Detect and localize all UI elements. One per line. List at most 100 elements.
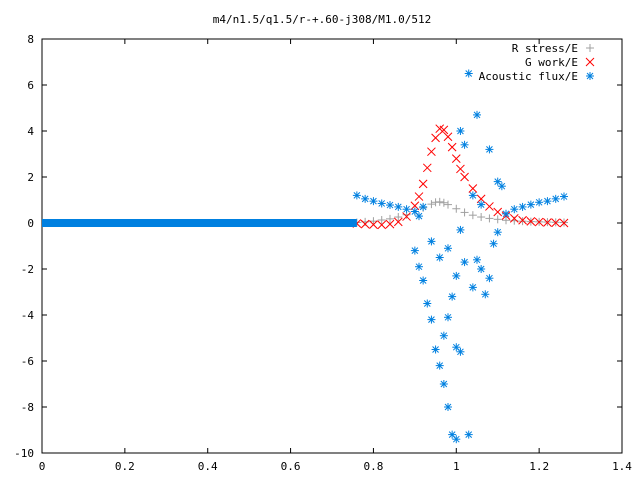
data-point	[551, 218, 561, 228]
y-tick-label: 8	[27, 33, 34, 46]
data-point	[402, 205, 411, 214]
data-point	[510, 205, 519, 214]
y-tick-label: -10	[14, 447, 34, 460]
data-point	[443, 132, 453, 142]
data-point	[502, 209, 510, 218]
data-point	[431, 133, 440, 143]
data-point	[473, 255, 481, 264]
series-4	[42, 219, 357, 227]
x-tick-label: 0.6	[281, 460, 301, 473]
plot-frame	[41, 38, 623, 454]
legend-marker	[585, 57, 595, 67]
data-point	[464, 430, 473, 439]
data-point	[477, 200, 486, 209]
data-point	[444, 313, 452, 322]
y-tick-label: -2	[21, 263, 34, 276]
data-point	[526, 200, 535, 209]
data-point	[497, 182, 506, 191]
data-point	[451, 154, 461, 163]
data-point	[485, 202, 494, 211]
data-point	[393, 217, 403, 227]
y-tick-label: -6	[21, 355, 34, 368]
data-point	[493, 215, 502, 224]
data-point	[464, 69, 473, 78]
x-tick-label: 0.8	[363, 460, 383, 473]
data-point	[543, 218, 552, 227]
legend-label: G work/E	[525, 56, 578, 69]
data-point	[509, 214, 519, 223]
data-point	[386, 214, 394, 223]
data-point	[419, 202, 428, 211]
chart-title: m4/n1.5/q1.5/r-+.60-j308/M1.0/512	[213, 13, 432, 26]
data-point	[456, 127, 465, 135]
baseline-band	[42, 219, 357, 227]
data-point	[386, 201, 394, 210]
data-point	[427, 147, 436, 157]
data-point	[419, 276, 428, 285]
x-tick-label: 0.2	[115, 460, 135, 473]
data-point	[535, 198, 544, 207]
data-point	[481, 290, 490, 299]
data-point	[369, 220, 378, 229]
data-point	[452, 204, 461, 213]
data-point	[452, 271, 461, 280]
data-point	[456, 347, 465, 356]
data-point	[439, 380, 448, 388]
x-tick-label: 0.4	[198, 460, 218, 473]
data-point	[422, 163, 432, 173]
data-point	[377, 199, 386, 208]
data-point	[460, 258, 469, 267]
data-point	[418, 179, 428, 189]
data-point	[468, 184, 478, 193]
data-point	[439, 125, 449, 135]
data-point	[444, 244, 452, 253]
data-point	[551, 194, 560, 203]
data-point	[435, 361, 444, 370]
data-point	[448, 292, 457, 301]
y-tick-label: 0	[27, 217, 34, 230]
data-point	[560, 192, 568, 201]
data-point	[447, 142, 457, 152]
data-point	[489, 239, 498, 248]
x-tick-label: 1.2	[529, 460, 549, 473]
data-point	[435, 197, 444, 206]
x-tick-label: 1.4	[612, 460, 632, 473]
y-tick-label: 2	[27, 171, 34, 184]
data-point	[352, 191, 361, 200]
data-point	[369, 197, 378, 206]
data-point	[468, 191, 477, 200]
data-point	[460, 140, 469, 149]
legend-marker	[586, 44, 594, 52]
data-point	[394, 213, 403, 222]
series-3	[352, 69, 568, 444]
data-point	[534, 217, 544, 227]
data-point	[468, 211, 477, 220]
data-point	[468, 283, 477, 292]
data-point	[377, 216, 386, 225]
data-point	[493, 207, 503, 217]
data-point	[439, 331, 448, 340]
x-tick-label: 0	[39, 460, 46, 473]
data-point	[456, 225, 465, 234]
data-point	[361, 194, 370, 203]
data-point	[526, 217, 536, 226]
data-point	[402, 212, 411, 221]
data-point	[435, 253, 444, 262]
data-point	[559, 218, 569, 228]
data-point	[377, 220, 387, 230]
data-point	[427, 237, 436, 246]
x-tick-label: 1	[453, 460, 460, 473]
axes: 0 0.2 0.4 0.6 0.8 1 1.2 1.4 -10 -8 -6 -4 -2 0 2 4 6 8	[14, 33, 632, 473]
data-point	[518, 215, 527, 225]
data-point	[414, 192, 424, 201]
data-point	[477, 213, 486, 222]
y-tick-label: 6	[27, 79, 34, 92]
legend-label: R stress/E	[512, 42, 578, 55]
data-point	[410, 246, 419, 255]
data-point	[444, 200, 452, 209]
data-point	[477, 265, 486, 273]
data-point	[444, 403, 452, 411]
legend-marker	[586, 72, 594, 80]
